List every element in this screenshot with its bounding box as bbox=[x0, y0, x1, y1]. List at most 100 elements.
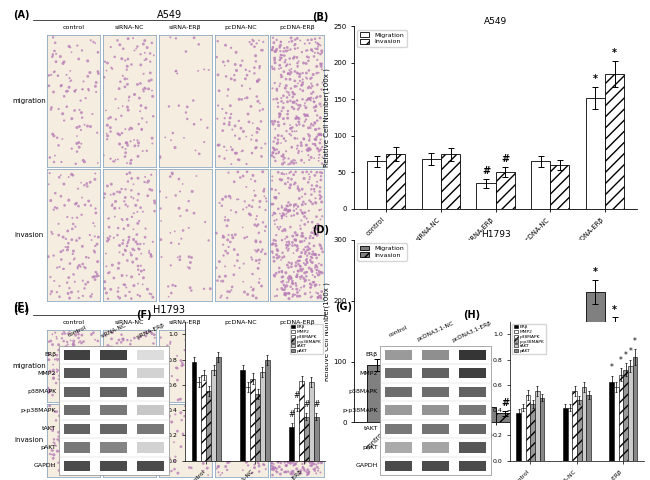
Point bbox=[135, 409, 146, 417]
Point bbox=[62, 227, 73, 235]
Point bbox=[60, 235, 71, 243]
Point bbox=[136, 126, 147, 134]
Point bbox=[62, 246, 73, 254]
Point bbox=[166, 262, 176, 269]
Point bbox=[118, 336, 128, 343]
Point bbox=[270, 385, 280, 393]
Point bbox=[280, 58, 290, 66]
Point bbox=[281, 241, 292, 249]
Point bbox=[317, 389, 328, 396]
Point bbox=[290, 379, 300, 387]
Point bbox=[114, 241, 125, 249]
Point bbox=[111, 462, 122, 470]
Point bbox=[299, 450, 309, 458]
Point bbox=[302, 111, 312, 119]
Point bbox=[271, 336, 281, 343]
Point bbox=[177, 359, 187, 367]
Point bbox=[250, 336, 261, 344]
Point bbox=[281, 202, 292, 210]
Point bbox=[255, 107, 265, 114]
Point bbox=[286, 358, 296, 366]
Point bbox=[53, 142, 64, 149]
Point bbox=[314, 130, 324, 138]
Point bbox=[247, 256, 257, 264]
Point bbox=[235, 331, 245, 339]
Point bbox=[268, 200, 278, 208]
Point bbox=[280, 347, 290, 355]
Point bbox=[251, 144, 261, 151]
Point bbox=[199, 285, 209, 293]
Point bbox=[114, 336, 124, 344]
Point bbox=[280, 180, 291, 188]
Point bbox=[191, 396, 202, 404]
Point bbox=[284, 289, 294, 297]
Point bbox=[44, 402, 55, 409]
Point bbox=[268, 437, 278, 444]
Point bbox=[285, 125, 296, 132]
Point bbox=[289, 207, 299, 215]
Point bbox=[217, 469, 228, 477]
Point bbox=[122, 427, 133, 435]
Point bbox=[297, 229, 307, 237]
Point bbox=[197, 453, 207, 460]
Point bbox=[312, 93, 322, 101]
Point bbox=[203, 471, 213, 479]
Point bbox=[274, 395, 284, 402]
Point bbox=[61, 343, 72, 350]
Point bbox=[298, 75, 308, 83]
Point bbox=[142, 192, 153, 200]
Point bbox=[214, 273, 225, 280]
Point bbox=[111, 431, 122, 439]
Point bbox=[122, 345, 133, 352]
Point bbox=[307, 366, 317, 373]
Point bbox=[232, 361, 242, 369]
Point bbox=[303, 452, 313, 459]
Point bbox=[313, 450, 324, 457]
Point bbox=[255, 47, 266, 54]
Point bbox=[136, 368, 146, 376]
Point bbox=[306, 84, 316, 92]
Point bbox=[304, 354, 315, 362]
Point bbox=[290, 83, 300, 90]
Point bbox=[286, 124, 296, 132]
Point bbox=[281, 127, 292, 135]
Text: tAKT: tAKT bbox=[42, 426, 57, 432]
Point bbox=[299, 175, 309, 182]
Point bbox=[274, 372, 285, 380]
Point bbox=[292, 422, 302, 430]
Point bbox=[62, 213, 73, 221]
Point bbox=[194, 150, 205, 157]
Point bbox=[55, 348, 65, 356]
Point bbox=[222, 288, 233, 295]
Point bbox=[215, 294, 226, 301]
Point bbox=[304, 136, 315, 144]
Point bbox=[219, 435, 229, 443]
Point bbox=[102, 59, 112, 67]
Point bbox=[219, 143, 229, 151]
Point bbox=[106, 417, 116, 424]
Point bbox=[291, 259, 301, 266]
Point bbox=[291, 120, 302, 128]
Point bbox=[48, 34, 58, 41]
Point bbox=[276, 415, 286, 423]
Point bbox=[256, 248, 266, 256]
Point bbox=[255, 456, 266, 464]
Point bbox=[278, 347, 289, 354]
Point bbox=[306, 124, 316, 132]
Point bbox=[92, 272, 102, 280]
Point bbox=[306, 266, 317, 274]
Point bbox=[314, 206, 324, 214]
Text: (D): (D) bbox=[312, 226, 329, 235]
Point bbox=[280, 226, 290, 233]
Point bbox=[233, 156, 243, 164]
Point bbox=[306, 256, 316, 264]
Text: p-p38MAPK: p-p38MAPK bbox=[21, 408, 57, 413]
Point bbox=[57, 335, 67, 342]
Point bbox=[301, 256, 311, 264]
Point bbox=[270, 364, 281, 372]
Point bbox=[313, 131, 324, 138]
Point bbox=[237, 384, 247, 391]
Point bbox=[181, 48, 191, 55]
Point bbox=[287, 123, 298, 131]
Point bbox=[297, 345, 307, 352]
